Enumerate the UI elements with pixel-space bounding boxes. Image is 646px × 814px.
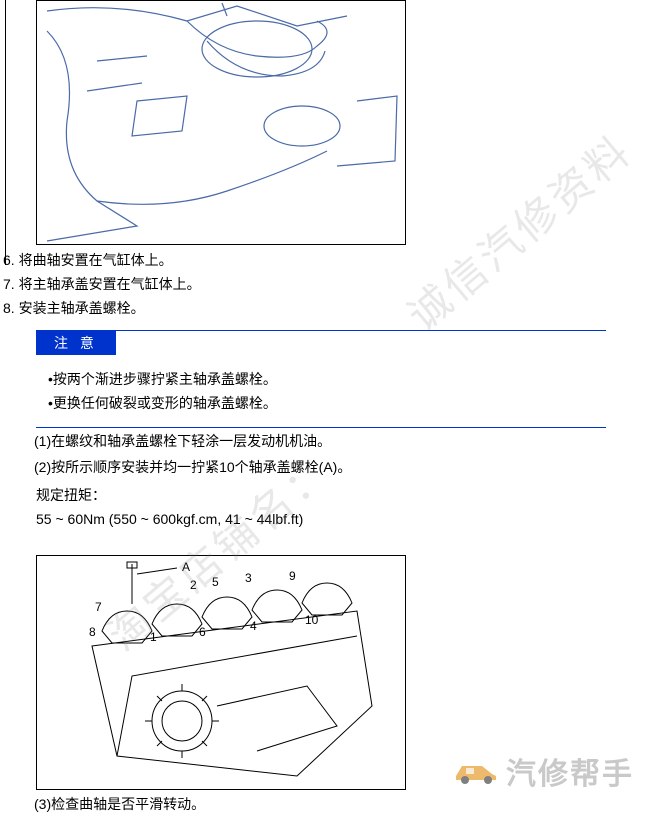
seq-3: 3 [245, 571, 252, 585]
torque-label: 规定扭矩： [36, 485, 303, 505]
car-icon [452, 756, 500, 786]
substep-2: (2)按所示顺序安装并均一拧紧10个轴承盖螺栓(A)。 [34, 457, 351, 477]
seq-2: 2 [190, 578, 197, 592]
bearing-cap-svg [37, 1, 407, 246]
logo-text: 汽修帮手 [506, 749, 634, 793]
notice-top-line [36, 330, 606, 331]
seq-10: 10 [305, 613, 319, 627]
seq-1: 1 [150, 630, 157, 644]
logo-watermark: 汽修帮手 [452, 749, 634, 793]
fig-label-A: A [182, 560, 190, 574]
torque-value: 55 ~ 60Nm (550 ~ 600kgf.cm, 41 ~ 44lbf.f… [36, 511, 303, 527]
figure-bearing-cap [36, 0, 406, 245]
notice-line-1: •按两个渐进步骤拧紧主轴承盖螺栓。 [48, 369, 600, 389]
page-left-border [5, 0, 6, 265]
seq-4: 4 [250, 619, 257, 633]
seq-5: 5 [212, 575, 219, 589]
substep-3: (3)检查曲轴是否平滑转动。 [34, 794, 205, 814]
seq-7: 7 [95, 600, 102, 614]
step-6: 6. 将曲轴安置在气缸体上。 [3, 250, 201, 270]
seq-8: 8 [89, 625, 96, 639]
torque-spec: 规定扭矩： 55 ~ 60Nm (550 ~ 600kgf.cm, 41 ~ 4… [36, 485, 303, 527]
figure-tightening-sequence: A 2 5 3 9 7 8 1 6 4 10 [36, 555, 406, 790]
notice-body: •按两个渐进步骤拧紧主轴承盖螺栓。 •更换任何破裂或变形的轴承盖螺栓。 [36, 355, 606, 428]
sub-step-list: (1)在螺纹和轴承盖螺栓下轻涂一层发动机机油。 (2)按所示顺序安装并均一拧紧1… [34, 431, 351, 483]
seq-6: 6 [199, 625, 206, 639]
tightening-sequence-svg: A 2 5 3 9 7 8 1 6 4 10 [37, 556, 407, 791]
seq-9: 9 [289, 569, 296, 583]
notice-box: 注 意 •按两个渐进步骤拧紧主轴承盖螺栓。 •更换任何破裂或变形的轴承盖螺栓。 [36, 330, 606, 428]
main-step-list: 6. 将曲轴安置在气缸体上。 7. 将主轴承盖安置在气缸体上。 8. 安装主轴承… [3, 250, 201, 322]
notice-line-2: •更换任何破裂或变形的轴承盖螺栓。 [48, 393, 600, 413]
step-8: 8. 安装主轴承盖螺栓。 [3, 298, 201, 318]
step-7: 7. 将主轴承盖安置在气缸体上。 [3, 274, 201, 294]
substep-1: (1)在螺纹和轴承盖螺栓下轻涂一层发动机机油。 [34, 431, 351, 451]
watermark-diagonal-1: 诚信汽修资料 [393, 118, 644, 342]
notice-header: 注 意 [36, 331, 116, 355]
